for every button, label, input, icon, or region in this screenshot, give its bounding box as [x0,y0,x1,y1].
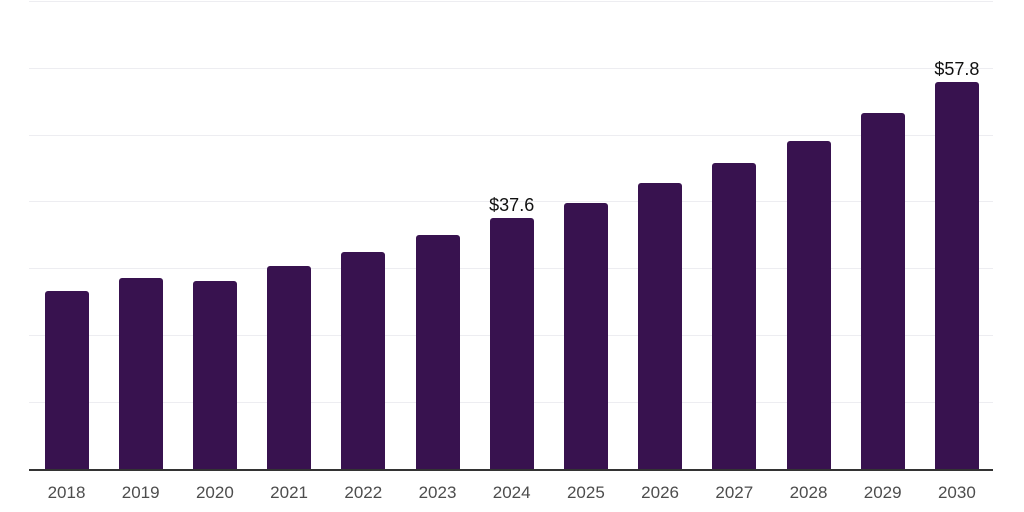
x-tick-label-2029: 2029 [863,483,902,502]
bar-2028 [786,141,831,469]
data-label-2024: $37.6 [489,194,535,215]
bar-2019 [118,278,163,469]
bar-2030 [934,82,979,469]
x-tick-label-2023: 2023 [418,483,457,502]
x-tick-label-2028: 2028 [789,483,828,502]
bar-2022 [341,252,386,469]
x-tick-label-2025: 2025 [566,483,605,502]
x-tick-label-2026: 2026 [641,483,679,502]
bar-2018 [44,291,89,469]
x-tick-label-2019: 2019 [121,483,160,502]
gridline-y70 [29,0,993,2]
x-tick-label-2022: 2022 [344,483,383,502]
data-label-2030: $57.8 [934,59,980,80]
bar-2021 [267,266,312,469]
bar-2027 [712,163,757,469]
bar-2026 [638,182,683,469]
x-tick-label-2021: 2021 [270,483,308,502]
bar-2029 [860,113,905,469]
x-tick-label-2018: 2018 [47,483,86,502]
x-tick-label-2020: 2020 [195,483,234,502]
x-tick-label-2027: 2027 [715,483,754,502]
gridline-y50 [29,134,993,136]
bar-2023 [415,234,460,469]
bar-2024 [489,217,534,469]
gridline-y60 [29,67,993,69]
x-tick-label-2024: 2024 [492,483,531,502]
x-axis-line [29,469,993,471]
bar-2020 [192,281,237,469]
x-tick-label-2030: 2030 [937,483,976,502]
bar-2025 [563,202,608,469]
gridline-y40 [29,201,993,203]
